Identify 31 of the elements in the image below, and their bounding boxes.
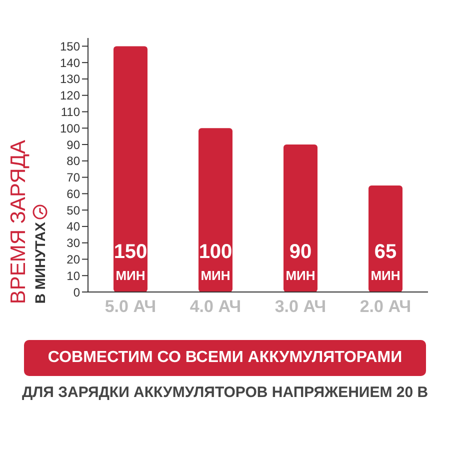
y-tick-label: 20 (66, 252, 80, 266)
y-tick-label: 130 (60, 72, 80, 86)
y-tick-label: 80 (66, 154, 80, 168)
y-tick-label: 120 (60, 88, 80, 103)
y-tick-label: 90 (66, 138, 80, 152)
y-tick-label: 70 (66, 170, 80, 185)
text: СОВМЕСТИМ СО ВСЕМИ АККУМУЛЯТОРАМИ (24, 340, 426, 376)
data-label: 65 МИН (370, 241, 400, 283)
x-tick-label: 2.0 АЧ (360, 297, 412, 316)
y-tick-label: 60 (66, 186, 80, 201)
y-tick-label: 40 (66, 220, 80, 234)
bar (198, 128, 232, 292)
data-label: 100 МИН (198, 241, 232, 283)
y-tick-label: 140 (60, 56, 80, 70)
y-tick-label: 110 (60, 105, 80, 119)
data-label: 90 МИН (286, 241, 316, 283)
bar (114, 46, 148, 292)
y-tick-label: 0 (73, 285, 80, 300)
y-axis-title: ВРЕМЯ ЗАРЯДА (7, 140, 30, 304)
x-tick-label: 3.0 АЧ (274, 297, 326, 316)
y-tick-label: 50 (66, 203, 80, 218)
x-tick-label: 5.0 АЧ (104, 297, 156, 316)
y-tick-label: 100 (60, 121, 80, 136)
y-tick-label: 30 (66, 236, 80, 250)
y-tick-label: 10 (66, 268, 80, 283)
text: ДЛЯ ЗАРЯДКИ АККУМУЛЯТОРОВ НАПРЯЖЕНИЕМ 20 В (20, 384, 430, 401)
data-label: 150 МИН (114, 241, 148, 283)
y-tick-label: 150 (60, 39, 80, 54)
bar (284, 144, 318, 292)
x-tick-label: 4.0 АЧ (190, 297, 242, 316)
text: В МИНУТАХ (32, 222, 48, 304)
